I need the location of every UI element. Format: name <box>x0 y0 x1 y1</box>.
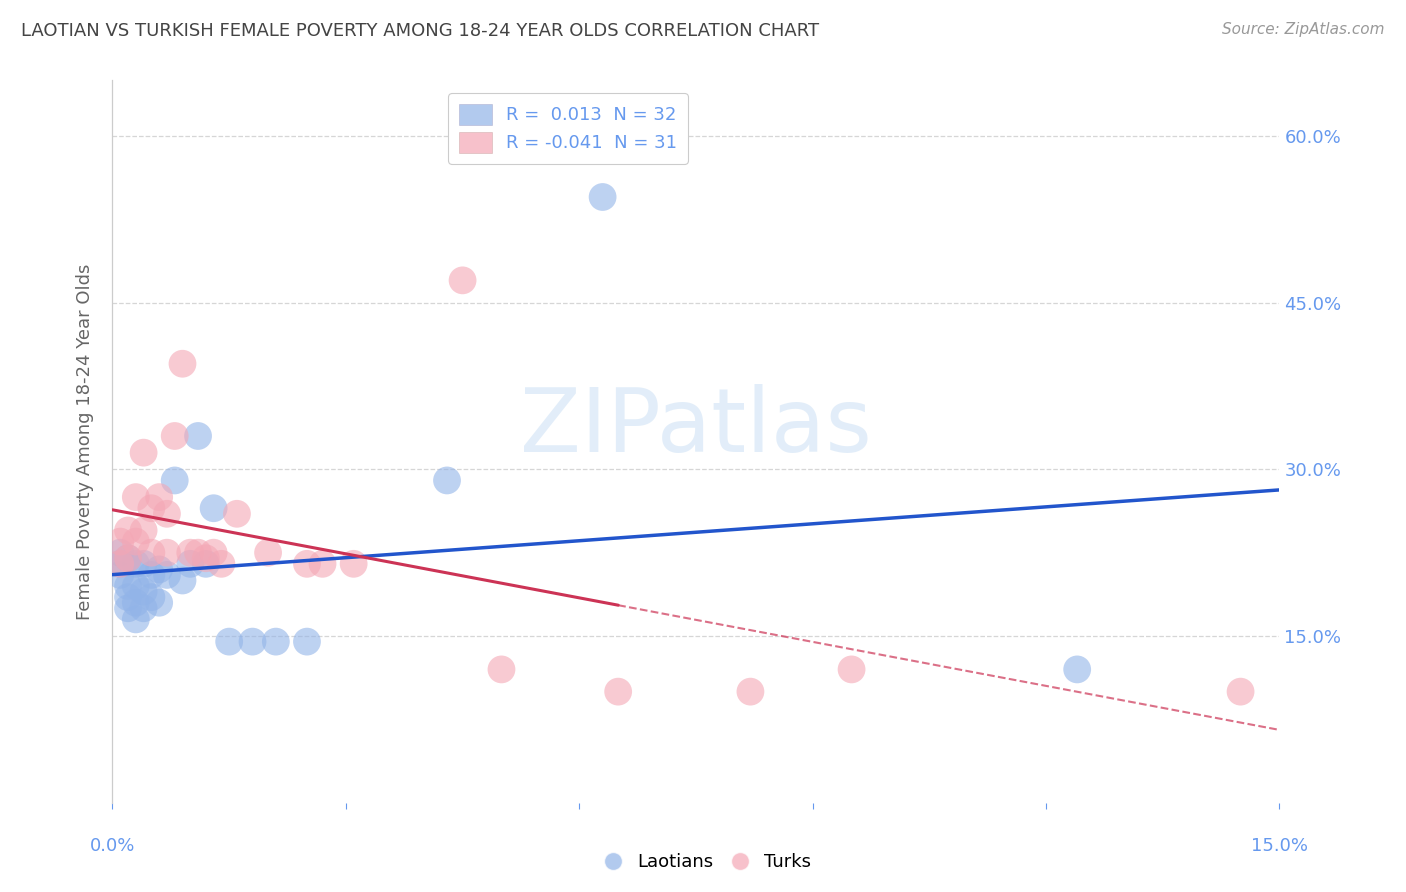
Point <box>187 429 209 443</box>
Point <box>117 551 139 566</box>
Point <box>172 357 194 371</box>
Point <box>141 590 163 604</box>
Point <box>125 579 148 593</box>
Point <box>141 568 163 582</box>
Point <box>148 562 170 576</box>
Point <box>110 534 132 549</box>
Point <box>436 474 458 488</box>
Point <box>491 662 513 676</box>
Point <box>179 557 201 571</box>
Point <box>125 490 148 504</box>
Point <box>295 634 318 648</box>
Point <box>125 534 148 549</box>
Point <box>117 590 139 604</box>
Point <box>592 190 614 204</box>
Point <box>156 546 179 560</box>
Point <box>163 429 186 443</box>
Text: ZIPatlas: ZIPatlas <box>520 384 872 471</box>
Y-axis label: Female Poverty Among 18-24 Year Olds: Female Poverty Among 18-24 Year Olds <box>76 263 94 620</box>
Point <box>226 507 249 521</box>
Text: Source: ZipAtlas.com: Source: ZipAtlas.com <box>1222 22 1385 37</box>
Point <box>117 524 139 538</box>
Point <box>125 612 148 626</box>
Point <box>117 579 139 593</box>
Text: LAOTIAN VS TURKISH FEMALE POVERTY AMONG 18-24 YEAR OLDS CORRELATION CHART: LAOTIAN VS TURKISH FEMALE POVERTY AMONG … <box>21 22 820 40</box>
Point <box>132 557 155 571</box>
Text: 15.0%: 15.0% <box>1251 838 1308 855</box>
Point <box>179 546 201 560</box>
Point <box>117 601 139 615</box>
Point <box>194 551 217 566</box>
Point <box>218 634 240 648</box>
Point <box>156 507 179 521</box>
Point <box>202 501 225 516</box>
Point <box>202 546 225 560</box>
Point <box>187 546 209 560</box>
Point <box>125 596 148 610</box>
Point <box>242 634 264 648</box>
Point <box>110 557 132 571</box>
Point <box>148 596 170 610</box>
Point <box>257 546 280 560</box>
Point <box>132 601 155 615</box>
Point <box>132 445 155 459</box>
Point <box>841 662 863 676</box>
Text: 0.0%: 0.0% <box>90 838 135 855</box>
Point <box>156 568 179 582</box>
Point <box>148 490 170 504</box>
Point <box>209 557 232 571</box>
Point <box>141 501 163 516</box>
Point <box>141 546 163 560</box>
Point <box>1229 684 1251 698</box>
Point <box>125 557 148 571</box>
Point <box>311 557 333 571</box>
Point <box>117 551 139 566</box>
Point <box>264 634 287 648</box>
Point <box>451 273 474 287</box>
Legend: Laotians, Turks: Laotians, Turks <box>588 847 818 879</box>
Point <box>295 557 318 571</box>
Legend: R =  0.013  N = 32, R = -0.041  N = 31: R = 0.013 N = 32, R = -0.041 N = 31 <box>449 93 688 163</box>
Point <box>110 557 132 571</box>
Point <box>607 684 630 698</box>
Point <box>132 524 155 538</box>
Point <box>343 557 366 571</box>
Point <box>110 546 132 560</box>
Point <box>1066 662 1088 676</box>
Point <box>194 557 217 571</box>
Point <box>110 568 132 582</box>
Point <box>132 584 155 599</box>
Point <box>163 474 186 488</box>
Point <box>740 684 762 698</box>
Point <box>172 574 194 588</box>
